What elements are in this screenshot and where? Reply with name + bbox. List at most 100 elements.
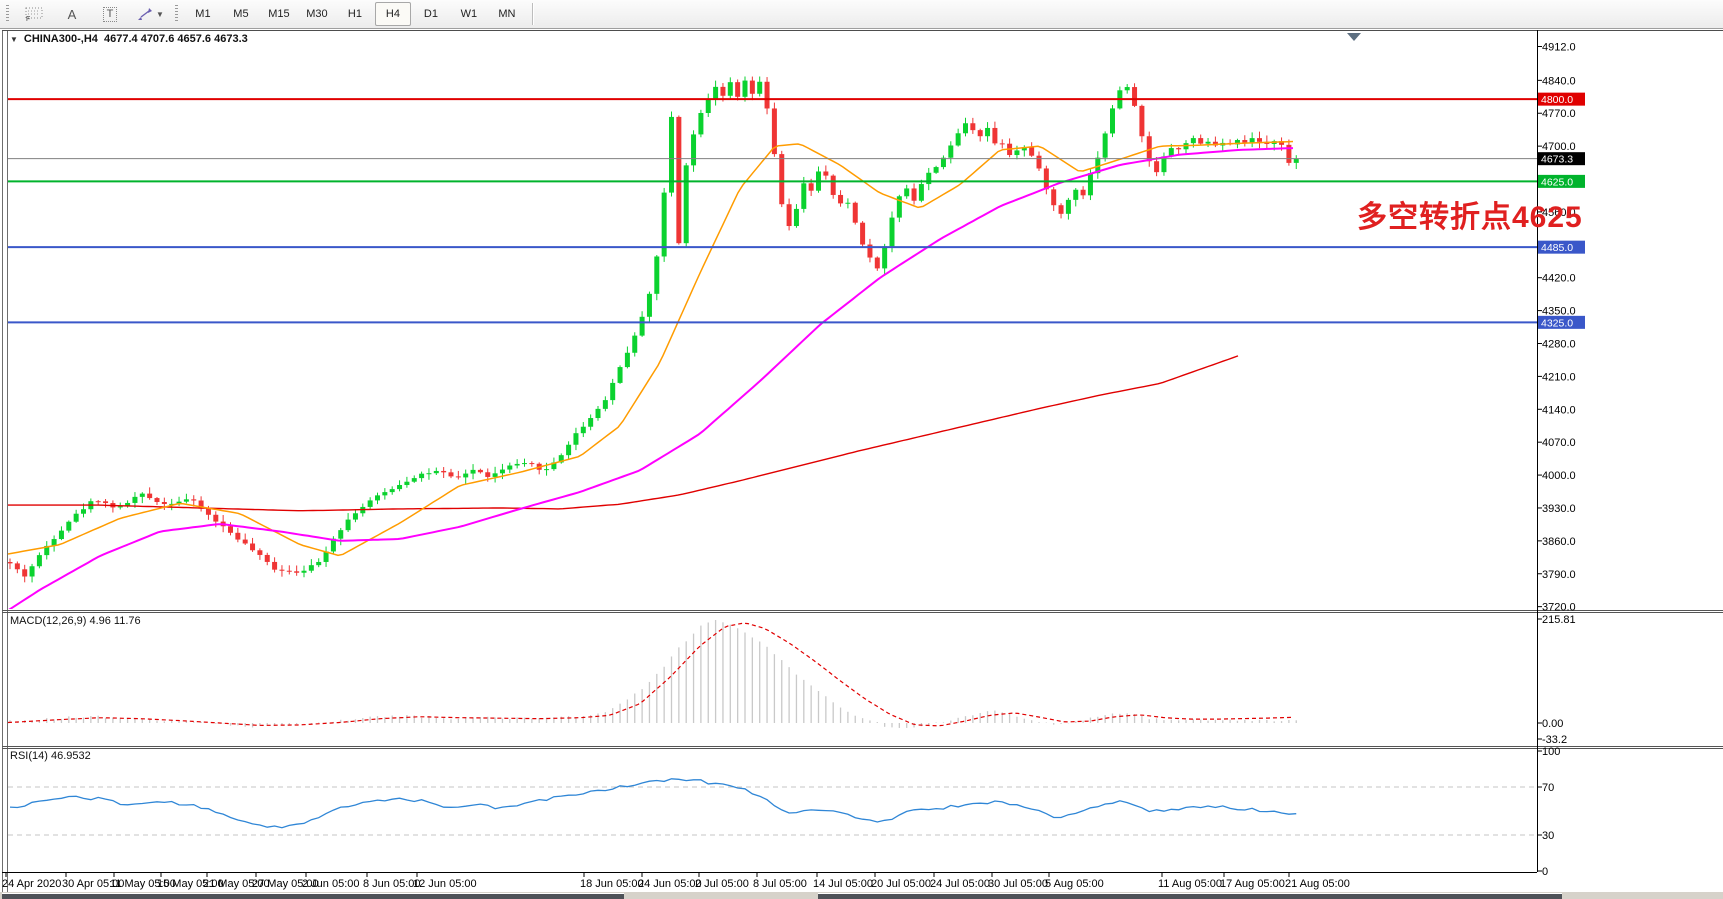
timeframe-button-W1[interactable]: W1 — [460, 8, 478, 20]
svg-text:18 Jun 05:00: 18 Jun 05:00 — [580, 878, 644, 890]
svg-text:4625.0: 4625.0 — [1541, 176, 1573, 188]
svg-text:15 May 05:00: 15 May 05:00 — [157, 878, 224, 890]
moving-average-line — [8, 147, 1294, 609]
timeframe-button-group: M1 M5 M15 M30 H1 H4 D1 W1 MN — [184, 2, 526, 26]
svg-text:215.81: 215.81 — [1542, 614, 1576, 626]
svg-text:4000.0: 4000.0 — [1542, 470, 1576, 482]
macd-indicator-label: MACD(12,26,9) 4.96 11.76 — [10, 615, 141, 627]
timeframe-button-M30[interactable]: M30 — [306, 8, 328, 20]
price-badge-4325.0 — [1538, 315, 1585, 329]
timeframe-button-M15[interactable]: M15 — [268, 8, 290, 20]
svg-text:30 Jul 05:00: 30 Jul 05:00 — [988, 878, 1048, 890]
svg-text:4673.3: 4673.3 — [1541, 154, 1573, 166]
svg-text:5 Aug 05:00: 5 Aug 05:00 — [1045, 878, 1104, 890]
text-label-icon: A — [67, 6, 77, 22]
candlestick-series — [8, 76, 1299, 609]
price-axis-scale[interactable] — [1538, 31, 1598, 872]
svg-text:21 Aug 05:00: 21 Aug 05:00 — [1285, 878, 1350, 890]
svg-text:17 Aug 05:00: 17 Aug 05:00 — [1220, 878, 1285, 890]
svg-text:4350.0: 4350.0 — [1542, 306, 1576, 318]
svg-text:12 Jun 05:00: 12 Jun 05:00 — [413, 878, 477, 890]
svg-text:3930.0: 3930.0 — [1542, 503, 1576, 515]
svg-text:4912.0: 4912.0 — [1542, 42, 1576, 54]
svg-text:30: 30 — [1542, 830, 1554, 842]
svg-text:24 Jun 05:00: 24 Jun 05:00 — [638, 878, 702, 890]
moving-average-line — [8, 140, 1294, 557]
svg-text:100: 100 — [1542, 746, 1560, 758]
timeframe-button-H1[interactable]: H1 — [347, 8, 362, 20]
price-badge-4625.0 — [1538, 174, 1585, 188]
timeframe-button-H4[interactable]: H4 — [374, 2, 411, 26]
svg-text:24 Apr 2020: 24 Apr 2020 — [2, 878, 61, 890]
text-box-tool-button[interactable]: T — [92, 2, 128, 26]
main-chart-plot-area[interactable] — [8, 31, 1537, 609]
svg-text:4485.0: 4485.0 — [1541, 242, 1573, 254]
svg-text:-33.2: -33.2 — [1542, 734, 1567, 746]
toolbar-drag-grip[interactable] — [6, 5, 9, 23]
svg-text:4140.0: 4140.0 — [1542, 404, 1576, 416]
line-studies-button[interactable]: ▼ — [130, 2, 171, 26]
timeframe-button-M1[interactable]: M1 — [195, 8, 211, 20]
svg-text:2 Jun 05:00: 2 Jun 05:00 — [302, 878, 360, 890]
timeframe-button-D1[interactable]: D1 — [423, 8, 438, 20]
toolbar-separator — [531, 3, 534, 25]
svg-text:3720.0: 3720.0 — [1542, 602, 1576, 614]
price-badge-4485.0 — [1538, 240, 1585, 254]
svg-text:0.00: 0.00 — [1542, 718, 1563, 730]
diagonal-arrows-icon — [138, 8, 152, 20]
background-window-edge[interactable] — [2, 893, 624, 899]
svg-text:30 Apr 05:00: 30 Apr 05:00 — [62, 878, 124, 890]
background-window-edge-strip — [0, 892, 1723, 899]
timeframe-button-M5[interactable]: M5 — [233, 8, 249, 20]
svg-text:11 May 05:00: 11 May 05:00 — [110, 878, 176, 890]
svg-text:21 May 05:00: 21 May 05:00 — [203, 878, 270, 890]
symbol-dropdown-icon[interactable]: ▼ — [10, 34, 18, 44]
timeframe-button-MN[interactable]: MN — [498, 8, 516, 20]
rsi-line — [9, 778, 1297, 829]
background-window-edge[interactable] — [818, 893, 1562, 899]
macd-signal-line — [8, 622, 1294, 727]
svg-text:F: F — [26, 16, 30, 21]
svg-text:2 Jul 05:00: 2 Jul 05:00 — [695, 878, 749, 890]
svg-text:20 Jul 05:00: 20 Jul 05:00 — [871, 878, 931, 890]
svg-text:4280.0: 4280.0 — [1542, 338, 1576, 350]
svg-text:4070.0: 4070.0 — [1542, 437, 1576, 449]
svg-text:4770.0: 4770.0 — [1542, 108, 1576, 120]
price-badge-4673.3 — [1538, 152, 1585, 166]
text-box-icon: T — [102, 6, 118, 22]
dropdown-caret-icon: ▼ — [156, 9, 164, 19]
macd-plot-area[interactable] — [8, 614, 1537, 745]
trend-annotation[interactable]: 多空转折点4625 — [1357, 201, 1583, 234]
macd-histogram — [8, 620, 1297, 728]
chart-shift-marker[interactable] — [1347, 33, 1361, 41]
svg-text:70: 70 — [1542, 782, 1554, 794]
rsi-plot-area[interactable] — [8, 750, 1537, 871]
svg-text:11 Aug 05:00: 11 Aug 05:00 — [1158, 878, 1222, 890]
svg-text:4700.0: 4700.0 — [1542, 141, 1576, 153]
svg-text:4800.0: 4800.0 — [1541, 94, 1573, 106]
price-badge-4800.0 — [1538, 92, 1585, 106]
svg-text:8 Jul 05:00: 8 Jul 05:00 — [753, 878, 807, 890]
svg-text:27 May 05:00: 27 May 05:00 — [252, 878, 319, 890]
toolbar: F A T ▼ M1 M5 M15 M30 H1 H4 D1 W1 MN — [0, 0, 1723, 29]
svg-text:14 Jul 05:00: 14 Jul 05:00 — [813, 878, 873, 890]
svg-text:3860.0: 3860.0 — [1542, 536, 1576, 548]
svg-text:4325.0: 4325.0 — [1541, 317, 1573, 329]
svg-text:4560.0: 4560.0 — [1542, 207, 1576, 219]
svg-text:4210.0: 4210.0 — [1542, 371, 1576, 383]
toolbar-band-grip[interactable] — [174, 5, 178, 23]
chart-title[interactable]: ▼ CHINA300-,H4 4677.4 4707.6 4657.6 4673… — [10, 33, 248, 45]
svg-text:4840.0: 4840.0 — [1542, 75, 1576, 87]
grid-template-button[interactable]: F — [16, 2, 52, 26]
text-label-tool-button[interactable]: A — [54, 2, 90, 26]
svg-text:8 Jun 05:00: 8 Jun 05:00 — [363, 878, 421, 890]
dotted-grid-icon: F — [25, 7, 43, 21]
svg-text:3790.0: 3790.0 — [1542, 569, 1576, 581]
svg-text:0: 0 — [1542, 866, 1548, 878]
svg-text:4420.0: 4420.0 — [1542, 273, 1576, 285]
svg-text:24 Jul 05:00: 24 Jul 05:00 — [930, 878, 990, 890]
rsi-indicator-label: RSI(14) 46.9532 — [10, 750, 91, 762]
